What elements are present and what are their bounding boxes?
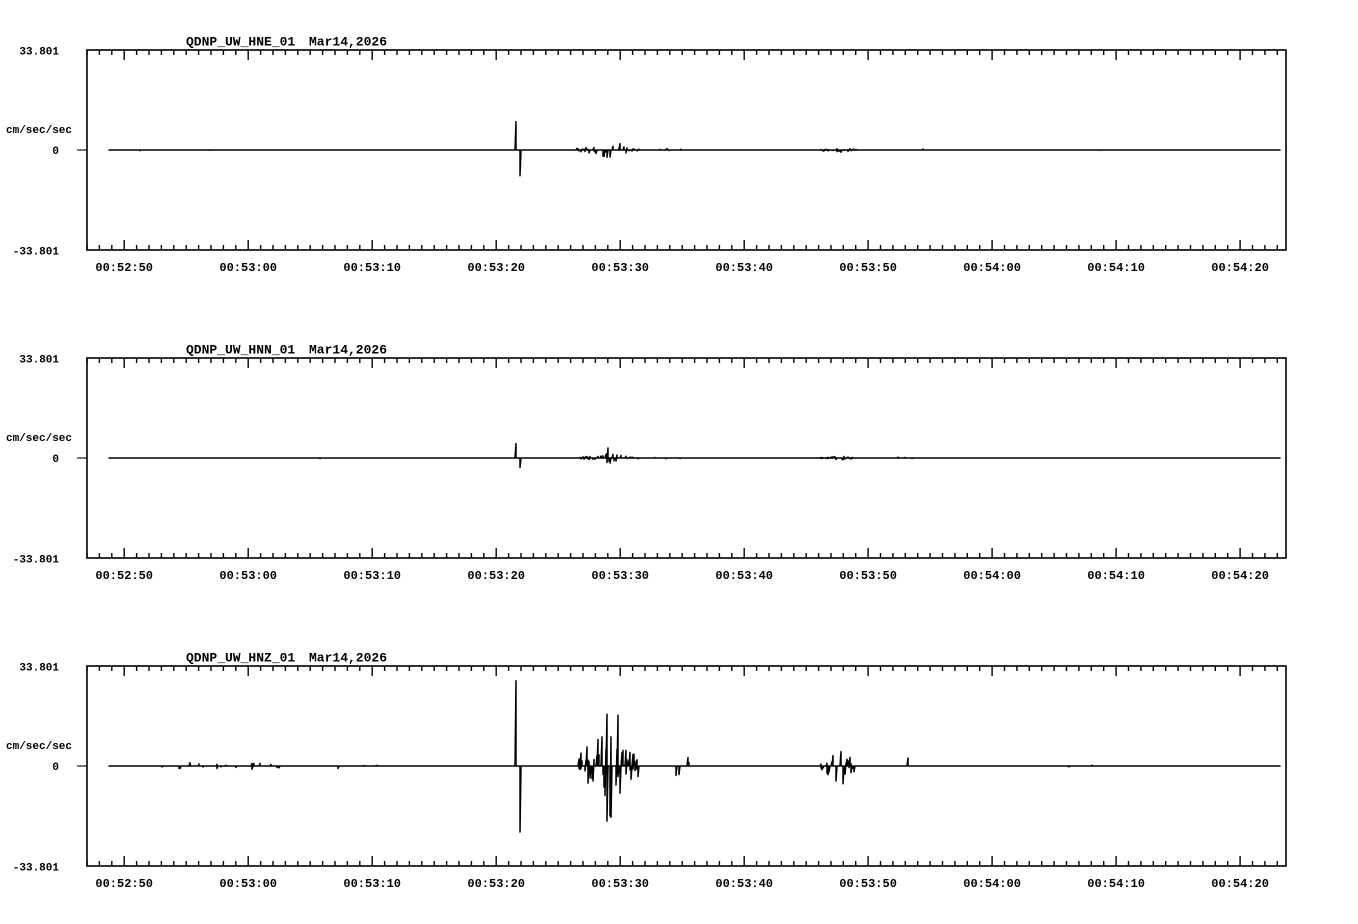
svg-text:00:53:10: 00:53:10: [343, 261, 401, 275]
svg-text:00:53:00: 00:53:00: [219, 569, 277, 583]
svg-text:00:54:20: 00:54:20: [1211, 261, 1269, 275]
svg-text:00:52:50: 00:52:50: [95, 569, 153, 583]
svg-text:00:54:00: 00:54:00: [963, 877, 1021, 891]
svg-text:33.801: 33.801: [19, 47, 59, 59]
svg-text:Mar14,2026: Mar14,2026: [309, 342, 387, 357]
svg-text:00:52:50: 00:52:50: [95, 877, 153, 891]
svg-text:0: 0: [52, 762, 59, 774]
svg-text:QDNP_UW_HNN_01: QDNP_UW_HNN_01: [186, 342, 295, 357]
svg-text:00:54:10: 00:54:10: [1087, 261, 1145, 275]
svg-text:00:53:40: 00:53:40: [715, 569, 773, 583]
svg-text:00:53:10: 00:53:10: [343, 877, 401, 891]
svg-text:00:54:00: 00:54:00: [963, 261, 1021, 275]
svg-text:-33.801: -33.801: [13, 555, 60, 567]
svg-text:QDNP_UW_HNE_01: QDNP_UW_HNE_01: [186, 34, 295, 49]
svg-text:00:54:20: 00:54:20: [1211, 569, 1269, 583]
svg-text:00:54:20: 00:54:20: [1211, 877, 1269, 891]
svg-text:00:53:10: 00:53:10: [343, 569, 401, 583]
svg-text:00:54:10: 00:54:10: [1087, 569, 1145, 583]
svg-text:00:53:20: 00:53:20: [467, 569, 525, 583]
svg-text:Mar14,2026: Mar14,2026: [309, 650, 387, 665]
svg-text:00:53:30: 00:53:30: [591, 261, 649, 275]
svg-text:cm/sec/sec: cm/sec/sec: [6, 741, 72, 753]
svg-text:00:53:30: 00:53:30: [591, 877, 649, 891]
svg-text:00:53:40: 00:53:40: [715, 877, 773, 891]
svg-text:0: 0: [52, 146, 59, 158]
svg-text:0: 0: [52, 454, 59, 466]
svg-text:00:52:50: 00:52:50: [95, 261, 153, 275]
svg-text:QDNP_UW_HNZ_01: QDNP_UW_HNZ_01: [186, 650, 295, 665]
svg-text:00:53:50: 00:53:50: [839, 569, 897, 583]
svg-text:00:53:00: 00:53:00: [219, 877, 277, 891]
svg-text:-33.801: -33.801: [13, 863, 60, 875]
svg-text:33.801: 33.801: [19, 355, 59, 367]
svg-text:33.801: 33.801: [19, 663, 59, 675]
svg-text:00:54:10: 00:54:10: [1087, 877, 1145, 891]
svg-text:00:53:40: 00:53:40: [715, 261, 773, 275]
svg-text:00:53:50: 00:53:50: [839, 877, 897, 891]
svg-text:00:54:00: 00:54:00: [963, 569, 1021, 583]
svg-text:00:53:20: 00:53:20: [467, 877, 525, 891]
svg-text:Mar14,2026: Mar14,2026: [309, 34, 387, 49]
svg-text:-33.801: -33.801: [13, 247, 60, 259]
svg-text:00:53:20: 00:53:20: [467, 261, 525, 275]
svg-text:00:53:00: 00:53:00: [219, 261, 277, 275]
svg-text:00:53:50: 00:53:50: [839, 261, 897, 275]
svg-text:cm/sec/sec: cm/sec/sec: [6, 125, 72, 137]
svg-text:00:53:30: 00:53:30: [591, 569, 649, 583]
svg-text:cm/sec/sec: cm/sec/sec: [6, 433, 72, 445]
